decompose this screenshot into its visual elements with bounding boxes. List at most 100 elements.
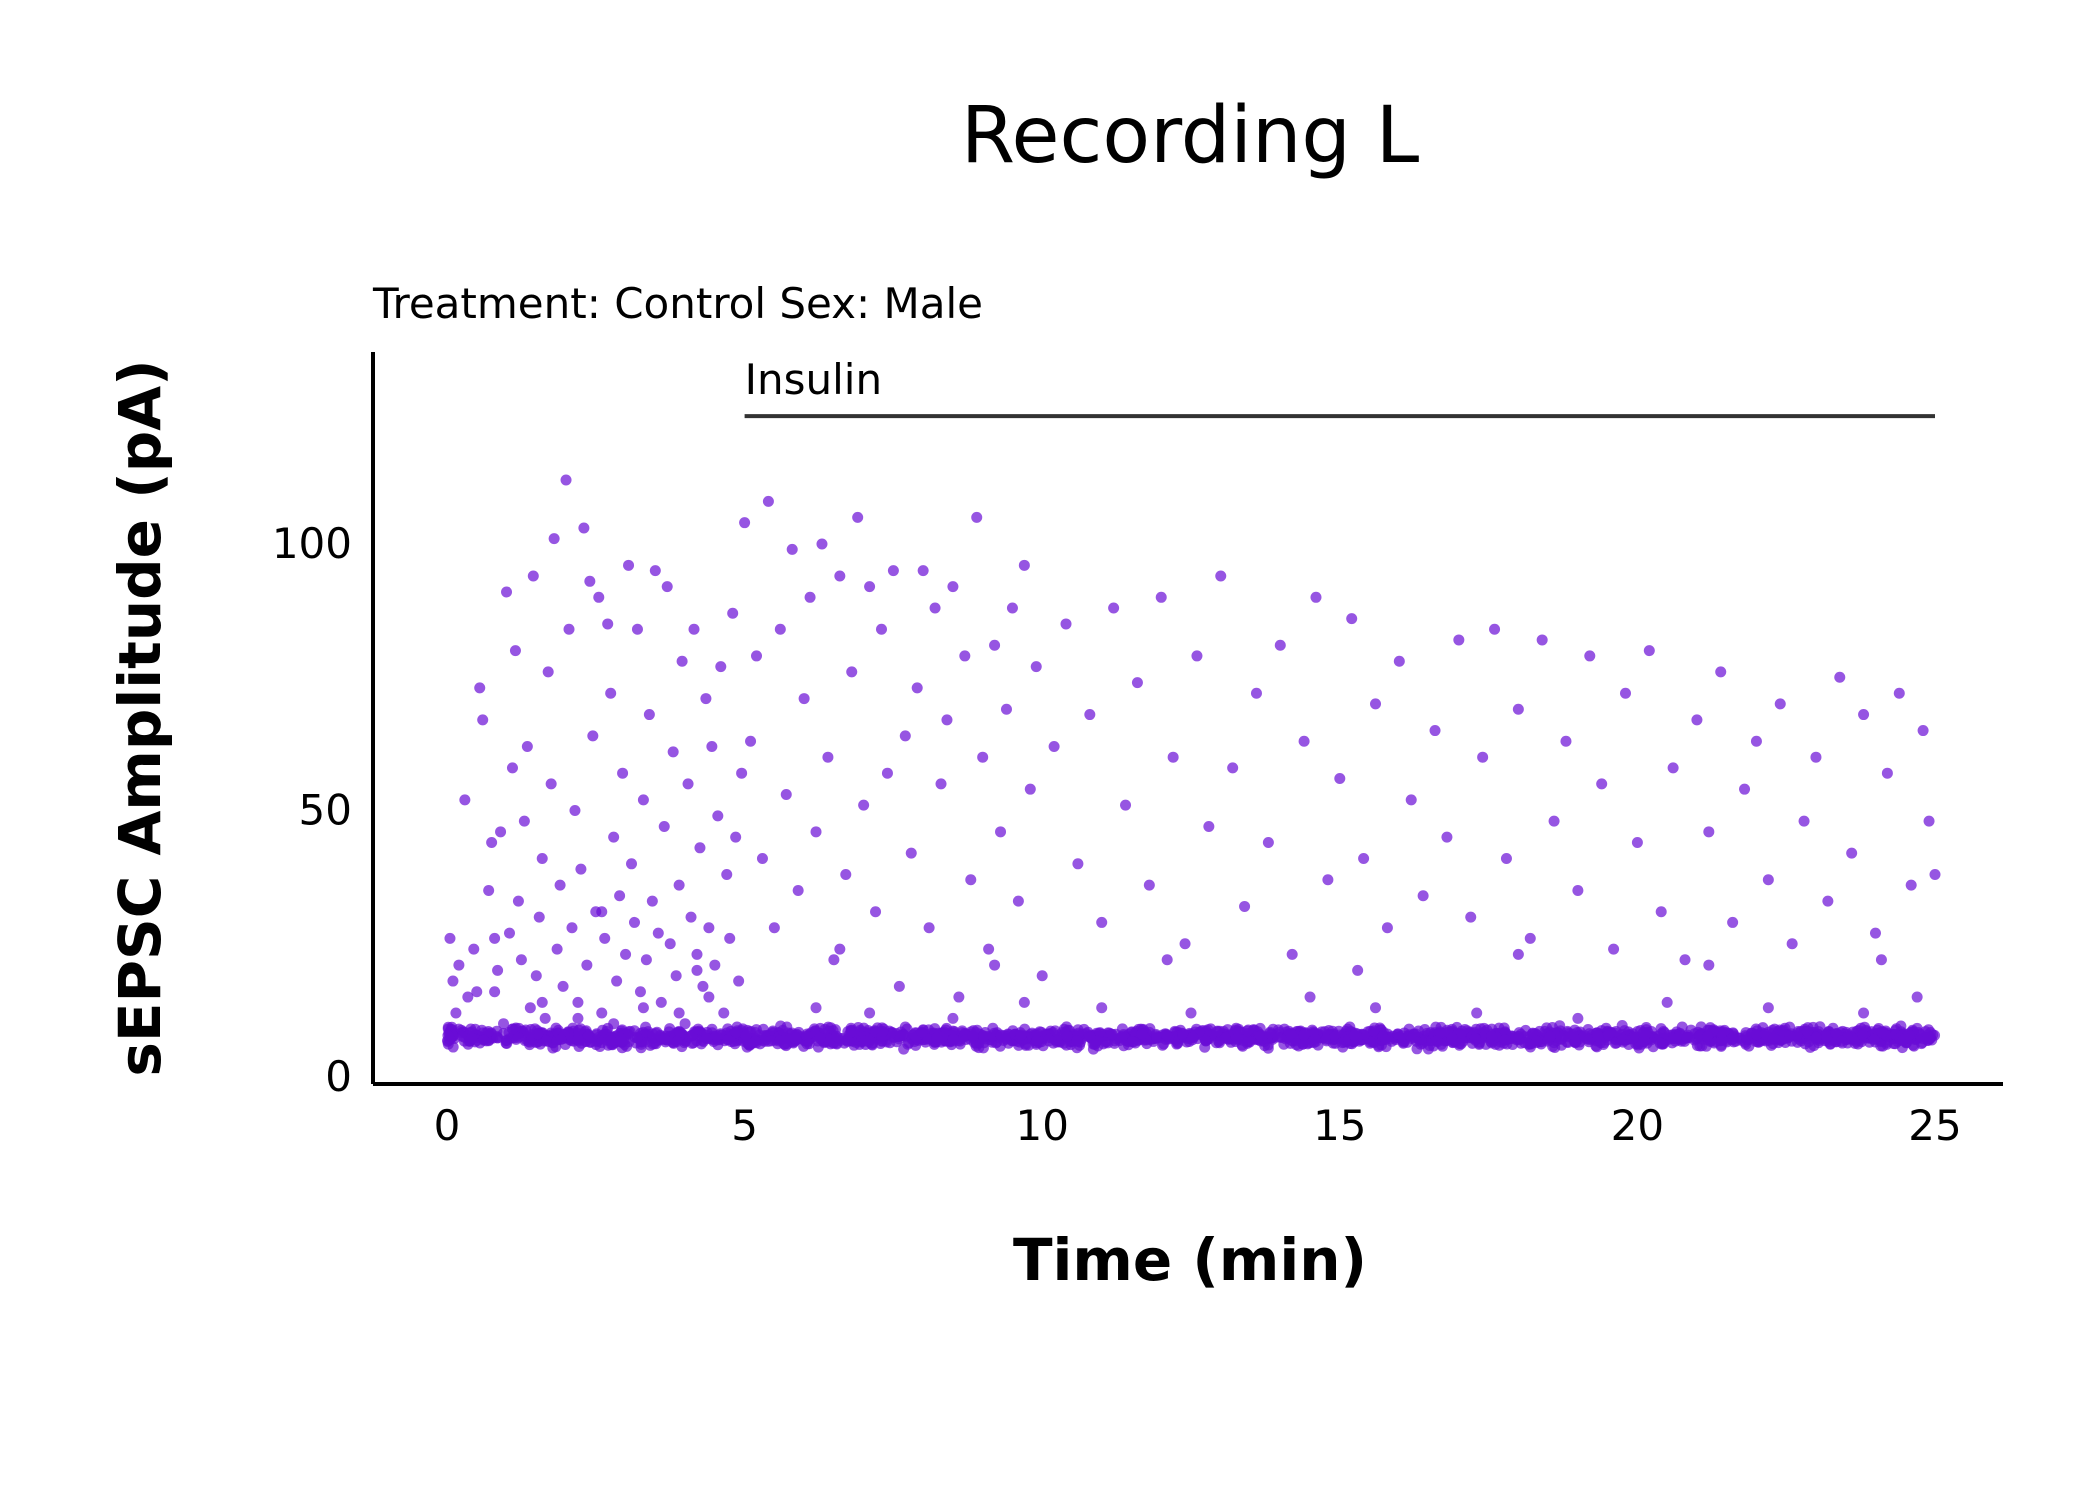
baseline-point — [814, 1032, 826, 1044]
data-point — [634, 986, 646, 998]
data-point — [1286, 948, 1298, 960]
baseline-point — [1089, 1038, 1101, 1050]
baseline-point — [819, 1023, 831, 1035]
baseline-point — [967, 1030, 979, 1042]
data-point — [563, 623, 575, 635]
x-tick-label: 15 — [1313, 1101, 1366, 1150]
y-tick-label: 0 — [325, 1052, 352, 1101]
data-point — [1584, 650, 1596, 662]
data-point — [745, 735, 757, 747]
baseline-point — [740, 1029, 752, 1041]
data-point — [1304, 991, 1316, 1003]
data-point — [1798, 815, 1810, 827]
data-point — [679, 1018, 691, 1030]
baseline-point — [1694, 1030, 1706, 1042]
data-point — [1060, 618, 1072, 630]
baseline-point — [1262, 1042, 1274, 1054]
data-point — [810, 826, 822, 838]
baseline-point — [1411, 1043, 1423, 1055]
baseline-point — [780, 1040, 792, 1052]
baseline-point — [1876, 1027, 1888, 1039]
baseline-point — [1298, 1029, 1310, 1041]
baseline-point — [1486, 1030, 1498, 1042]
data-point — [792, 884, 804, 896]
data-point — [822, 751, 834, 763]
data-point — [471, 986, 483, 998]
data-point — [751, 650, 763, 662]
baseline-point — [1071, 1035, 1083, 1047]
data-point — [596, 906, 608, 918]
data-point — [730, 831, 742, 843]
data-point — [1161, 954, 1173, 966]
baseline-point — [1337, 1041, 1349, 1053]
data-point — [929, 602, 941, 614]
baseline-point — [501, 1038, 513, 1050]
baseline-point — [1435, 1038, 1447, 1050]
baseline-point — [442, 1029, 454, 1041]
data-point — [1655, 906, 1667, 918]
data-point — [637, 1002, 649, 1014]
data-point — [887, 565, 899, 577]
chart-title: Recording L — [961, 91, 1420, 181]
baseline-point — [1658, 1027, 1670, 1039]
data-point — [670, 970, 682, 982]
data-point — [941, 714, 953, 726]
data-point — [539, 1012, 551, 1024]
data-point — [450, 1007, 462, 1019]
baseline-point — [1784, 1030, 1796, 1042]
data-point — [1179, 938, 1191, 950]
data-point — [1465, 911, 1477, 923]
data-point — [521, 741, 533, 753]
data-point — [870, 906, 882, 918]
data-point — [834, 943, 846, 955]
baseline-point — [1126, 1036, 1138, 1048]
data-point — [628, 916, 640, 928]
data-point — [1018, 996, 1030, 1008]
data-point — [1572, 1012, 1584, 1024]
baseline-point — [1015, 1029, 1027, 1041]
data-point — [444, 932, 456, 944]
data-point — [724, 932, 736, 944]
data-point — [631, 623, 643, 635]
baseline-point — [547, 1042, 559, 1054]
data-point — [542, 666, 554, 678]
baseline-point — [1177, 1028, 1189, 1040]
baseline-point — [1654, 1037, 1666, 1049]
x-tick-label: 5 — [731, 1101, 758, 1150]
baseline-point — [1049, 1025, 1061, 1037]
data-point — [1512, 948, 1524, 960]
baseline-point — [1814, 1021, 1826, 1033]
baseline-point — [659, 1033, 671, 1045]
data-point — [667, 746, 679, 758]
data-point — [503, 927, 515, 939]
baseline-point — [722, 1034, 734, 1046]
data-point — [1750, 735, 1762, 747]
data-point — [1739, 783, 1751, 795]
baseline-point — [647, 1028, 659, 1040]
x-tick-label: 0 — [434, 1101, 461, 1150]
baseline-point — [1187, 1031, 1199, 1043]
y-axis-title: sEPSC Amplitude (pA) — [106, 359, 174, 1076]
data-point — [1881, 767, 1893, 779]
baseline-point — [1309, 1033, 1321, 1045]
data-point — [834, 570, 846, 582]
data-point — [688, 623, 700, 635]
data-point — [989, 959, 1001, 971]
data-point — [828, 954, 840, 966]
data-point — [459, 794, 471, 806]
data-point — [1524, 932, 1536, 944]
data-point — [1155, 591, 1167, 603]
data-point — [721, 868, 733, 880]
data-point — [1923, 815, 1935, 827]
baseline-point — [1583, 1033, 1595, 1045]
baseline-point — [1835, 1035, 1847, 1047]
data-point — [1310, 591, 1322, 603]
data-point — [1405, 794, 1417, 806]
data-point — [1024, 783, 1036, 795]
data-point — [1370, 698, 1382, 710]
baseline-point — [1161, 1029, 1173, 1041]
data-point — [736, 767, 748, 779]
baseline-point — [1329, 1030, 1341, 1042]
data-point — [709, 959, 721, 971]
data-point — [673, 1007, 685, 1019]
